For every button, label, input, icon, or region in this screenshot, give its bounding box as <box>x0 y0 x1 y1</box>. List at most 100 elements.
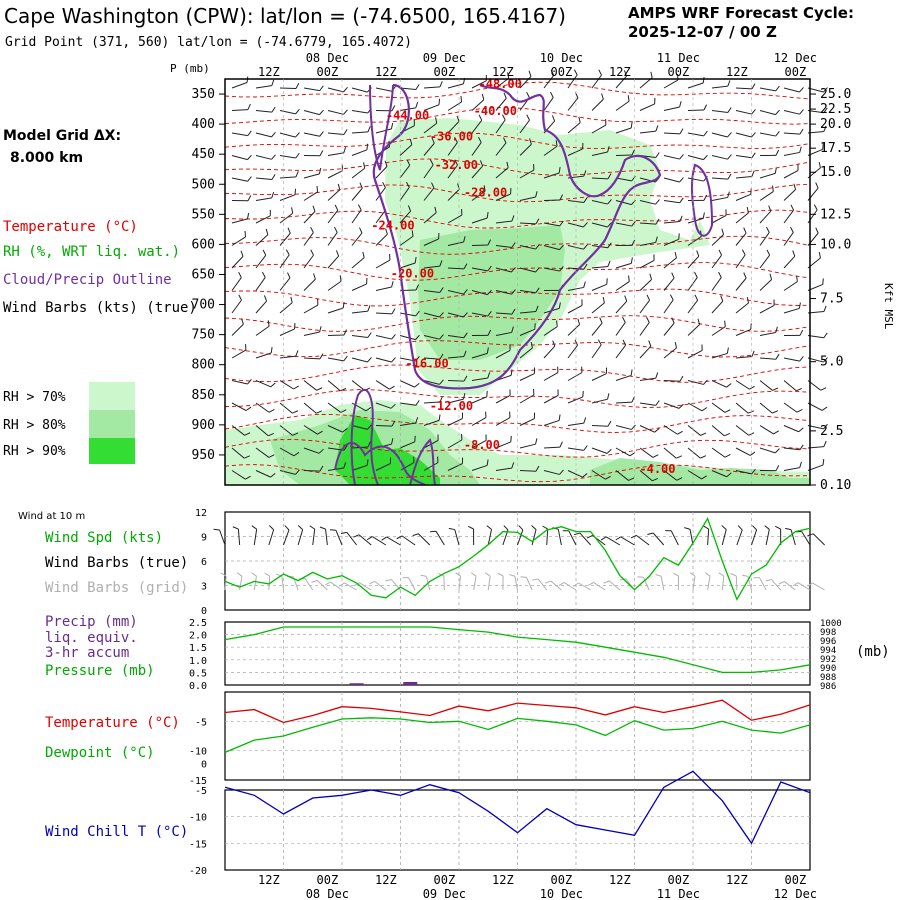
y-tick-label: 2.0 <box>189 631 207 642</box>
surface-wind-barb-grid-feather <box>369 580 376 585</box>
surface-wind-barb-true-feather <box>807 533 814 537</box>
cross-section-wind-barb-feather <box>559 220 564 227</box>
cross-section-wind-barb-feather <box>439 81 443 88</box>
cross-section-wind-barb <box>663 470 677 481</box>
cross-section-wind-barb <box>327 189 341 201</box>
surface-wind-barb-grid <box>721 576 725 591</box>
surface-wind-barb-true <box>620 536 635 546</box>
cross-section-wind-barb <box>687 350 703 359</box>
bottom-date-label: 08 Dec <box>306 887 349 900</box>
cross-section-wind-barb <box>759 357 776 360</box>
cross-section-wind-barb <box>543 372 559 381</box>
cross-section-wind-barb-feather <box>319 150 324 156</box>
cross-section-wind-barb-feather <box>415 334 420 340</box>
surface-wind-barb-grid-feather <box>324 581 331 586</box>
cross-section-wind-barb <box>663 257 677 269</box>
cross-section-wind-barb-feather <box>285 249 290 256</box>
cross-section-wind-barb-feather <box>724 453 731 458</box>
cross-section-wind-barb <box>231 323 244 336</box>
cross-section-wind-barb <box>663 132 681 135</box>
cross-section-wind-barb <box>303 87 320 92</box>
y-tick-label: -5 <box>195 786 207 797</box>
cross-section-wind-barb <box>375 463 391 471</box>
cross-section-wind-barb <box>735 380 750 390</box>
cross-section-wind-barb-feather <box>703 130 708 137</box>
cross-section-wind-barb <box>231 277 242 291</box>
cross-section-wind-barb <box>639 103 655 111</box>
cross-section-wind-barb <box>423 357 440 360</box>
cross-section-wind-barb-feather <box>823 87 828 93</box>
pressure-axis-label: P (mb) <box>170 62 210 75</box>
surface-wind-barb-true-feather <box>785 527 792 531</box>
cross-section-wind-barb <box>567 470 583 478</box>
cross-section-wind-barb-feather <box>247 103 251 110</box>
cross-section-wind-barb-feather <box>823 305 827 312</box>
cross-section-wind-barb-feather <box>391 105 396 111</box>
cross-section-wind-barb <box>687 177 704 182</box>
isotherm-line <box>224 209 811 229</box>
cross-section-wind-barb-feather <box>622 339 627 346</box>
cross-section-wind-barb-feather <box>486 347 489 354</box>
cross-section-wind-barb <box>783 425 799 433</box>
cross-section-wind-barb <box>663 177 680 183</box>
surface-wind-barb-true-feather <box>752 525 757 531</box>
cross-section-wind-barb <box>591 98 604 111</box>
cross-section-wind-barb <box>399 144 413 156</box>
pressure-right-tick: 996 <box>820 637 836 647</box>
surface-wind-barb-grid-feather <box>339 582 345 587</box>
cross-section-wind-barb-feather <box>406 159 411 166</box>
cross-section-wind-barb-feather <box>559 244 564 250</box>
surface-wind-barb-grid-feather <box>673 572 679 577</box>
cross-section-wind-barb <box>231 218 248 224</box>
precip-label: Precip (mm) <box>45 614 138 630</box>
cross-section-wind-barb <box>279 194 296 201</box>
cross-section-wind-barb <box>255 380 271 388</box>
cross-section-wind-barb-feather <box>574 339 579 346</box>
rh-legend-label: RH (%, WRT liq. wat.) <box>3 244 180 260</box>
cross-section-wind-barb-feather <box>583 197 588 203</box>
surface-wind-barb-grid-feather <box>655 574 662 577</box>
cross-section-wind-barb-feather <box>362 251 365 258</box>
cross-section-wind-barb-feather <box>367 441 371 448</box>
cross-section-wind-barb-feather <box>501 114 506 121</box>
cross-section-wind-barb-feather <box>391 420 396 427</box>
cross-section-wind-barb <box>351 425 368 430</box>
cross-section-wind-barb-feather <box>622 316 626 323</box>
cross-section-wind-barb <box>639 402 656 406</box>
bottom-time-label: 12Z <box>609 873 631 887</box>
cross-section-wind-barb-feather <box>655 400 660 406</box>
cross-section-wind-barb <box>279 328 295 336</box>
pressure-right-tick: 1000 <box>820 619 842 629</box>
cross-section-wind-barb <box>471 217 488 224</box>
surface-wind-barb-grid <box>784 581 796 591</box>
cross-section-wind-barb <box>423 86 440 89</box>
cross-section-wind-barb <box>759 87 776 92</box>
cross-section-wind-barb <box>567 304 583 314</box>
cross-section-wind-barb <box>735 302 749 314</box>
cross-section-wind-barb-feather <box>487 289 492 295</box>
cross-section-wind-barb-feather <box>623 70 628 77</box>
pressure-right-tick: 998 <box>820 628 836 638</box>
surface-wind-barb-true-feather <box>319 526 326 530</box>
cross-section-wind-barb-feather <box>724 432 730 437</box>
surface-wind-barb-true-feather <box>297 525 303 531</box>
cross-section-wind-barb-feather <box>751 350 755 357</box>
cross-section-wind-barb <box>759 191 774 201</box>
cross-section-wind-barb-feather <box>511 308 516 315</box>
cross-section-wind-barb <box>375 402 392 409</box>
height-tick-label: 2.5 <box>820 424 843 439</box>
cross-section-wind-barb-feather <box>313 273 316 280</box>
y-tick-label: 9 <box>201 533 207 544</box>
cross-section-wind-barb-feather <box>726 347 729 354</box>
isotherm-label: -36.00 <box>430 129 473 143</box>
cross-section-wind-barb <box>495 97 507 111</box>
cross-section-wind-barb-feather <box>247 176 252 182</box>
cross-section-wind-barb <box>759 110 776 116</box>
surface-wind-barb-true-feather <box>721 525 727 530</box>
cross-section-wind-barb-feather <box>271 174 276 180</box>
cross-section-wind-barb-feather <box>558 166 561 174</box>
cross-section-wind-barb-feather <box>292 410 299 414</box>
rh70-swatch <box>89 382 135 410</box>
cross-section-wind-barb-feather <box>295 469 300 475</box>
cross-section-wind-barb-feather <box>655 372 659 379</box>
